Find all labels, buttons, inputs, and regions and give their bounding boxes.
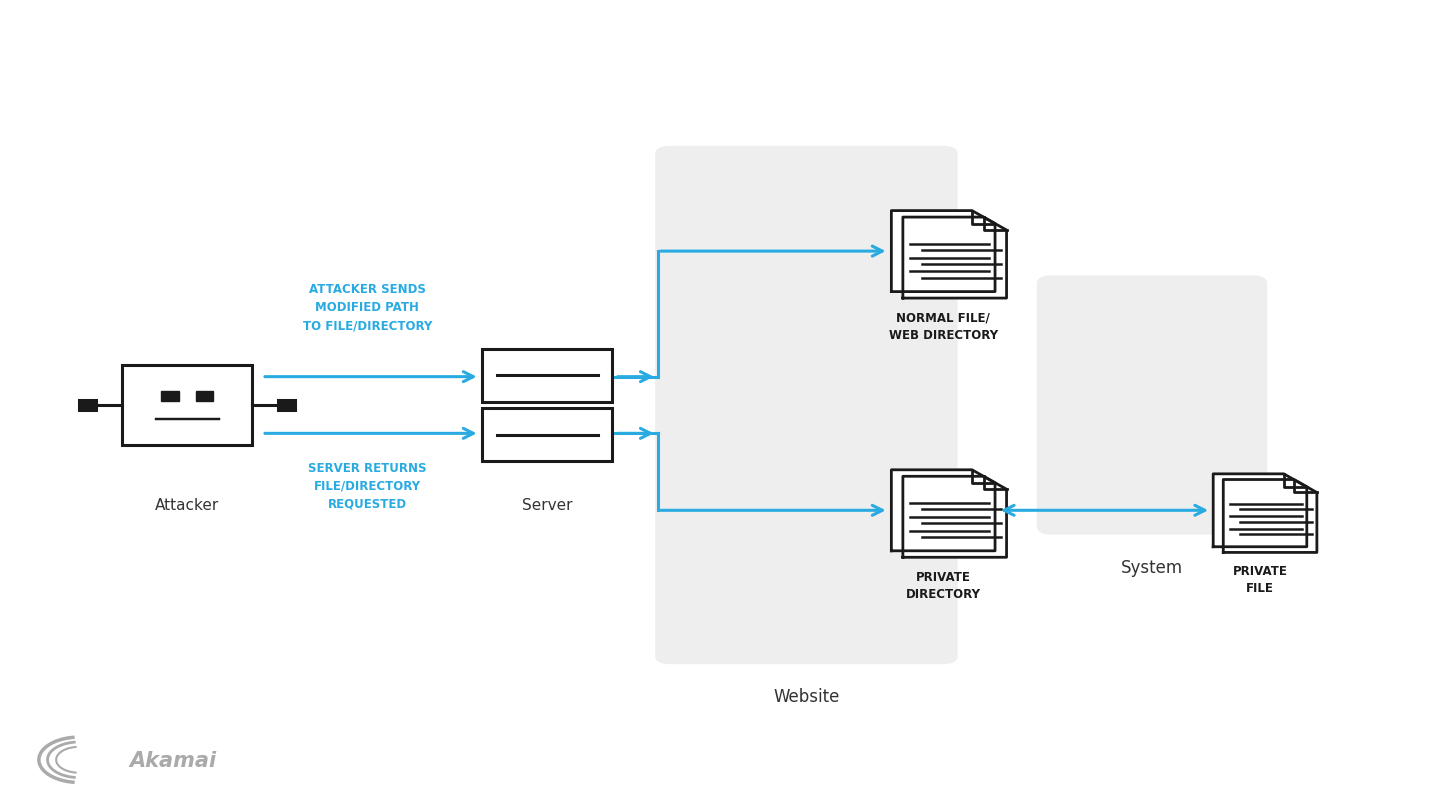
Bar bbox=[482, 349, 612, 402]
Text: Server: Server bbox=[521, 498, 573, 514]
Polygon shape bbox=[891, 211, 995, 292]
Bar bbox=[122, 365, 252, 445]
Text: Website: Website bbox=[773, 688, 840, 706]
Bar bbox=[79, 400, 96, 410]
Bar bbox=[482, 408, 612, 461]
FancyBboxPatch shape bbox=[1037, 275, 1267, 535]
Text: PRIVATE
DIRECTORY: PRIVATE DIRECTORY bbox=[906, 571, 981, 601]
Polygon shape bbox=[1224, 480, 1316, 552]
Text: SERVER RETURNS
FILE/DIRECTORY
REQUESTED: SERVER RETURNS FILE/DIRECTORY REQUESTED bbox=[308, 462, 426, 510]
Polygon shape bbox=[1212, 474, 1308, 547]
Text: Attacker: Attacker bbox=[156, 498, 219, 514]
Polygon shape bbox=[903, 476, 1007, 557]
Text: System: System bbox=[1120, 559, 1184, 577]
Bar bbox=[161, 391, 179, 401]
Text: ATTACKER SENDS
MODIFIED PATH
TO FILE/DIRECTORY: ATTACKER SENDS MODIFIED PATH TO FILE/DIR… bbox=[302, 284, 432, 332]
Bar bbox=[196, 391, 213, 401]
Text: Akamai: Akamai bbox=[130, 752, 217, 771]
Polygon shape bbox=[903, 217, 1007, 298]
Polygon shape bbox=[891, 470, 995, 551]
Bar bbox=[278, 400, 295, 410]
Text: NORMAL FILE/
WEB DIRECTORY: NORMAL FILE/ WEB DIRECTORY bbox=[888, 312, 998, 342]
FancyBboxPatch shape bbox=[655, 146, 958, 664]
Text: PRIVATE
FILE: PRIVATE FILE bbox=[1233, 565, 1287, 595]
